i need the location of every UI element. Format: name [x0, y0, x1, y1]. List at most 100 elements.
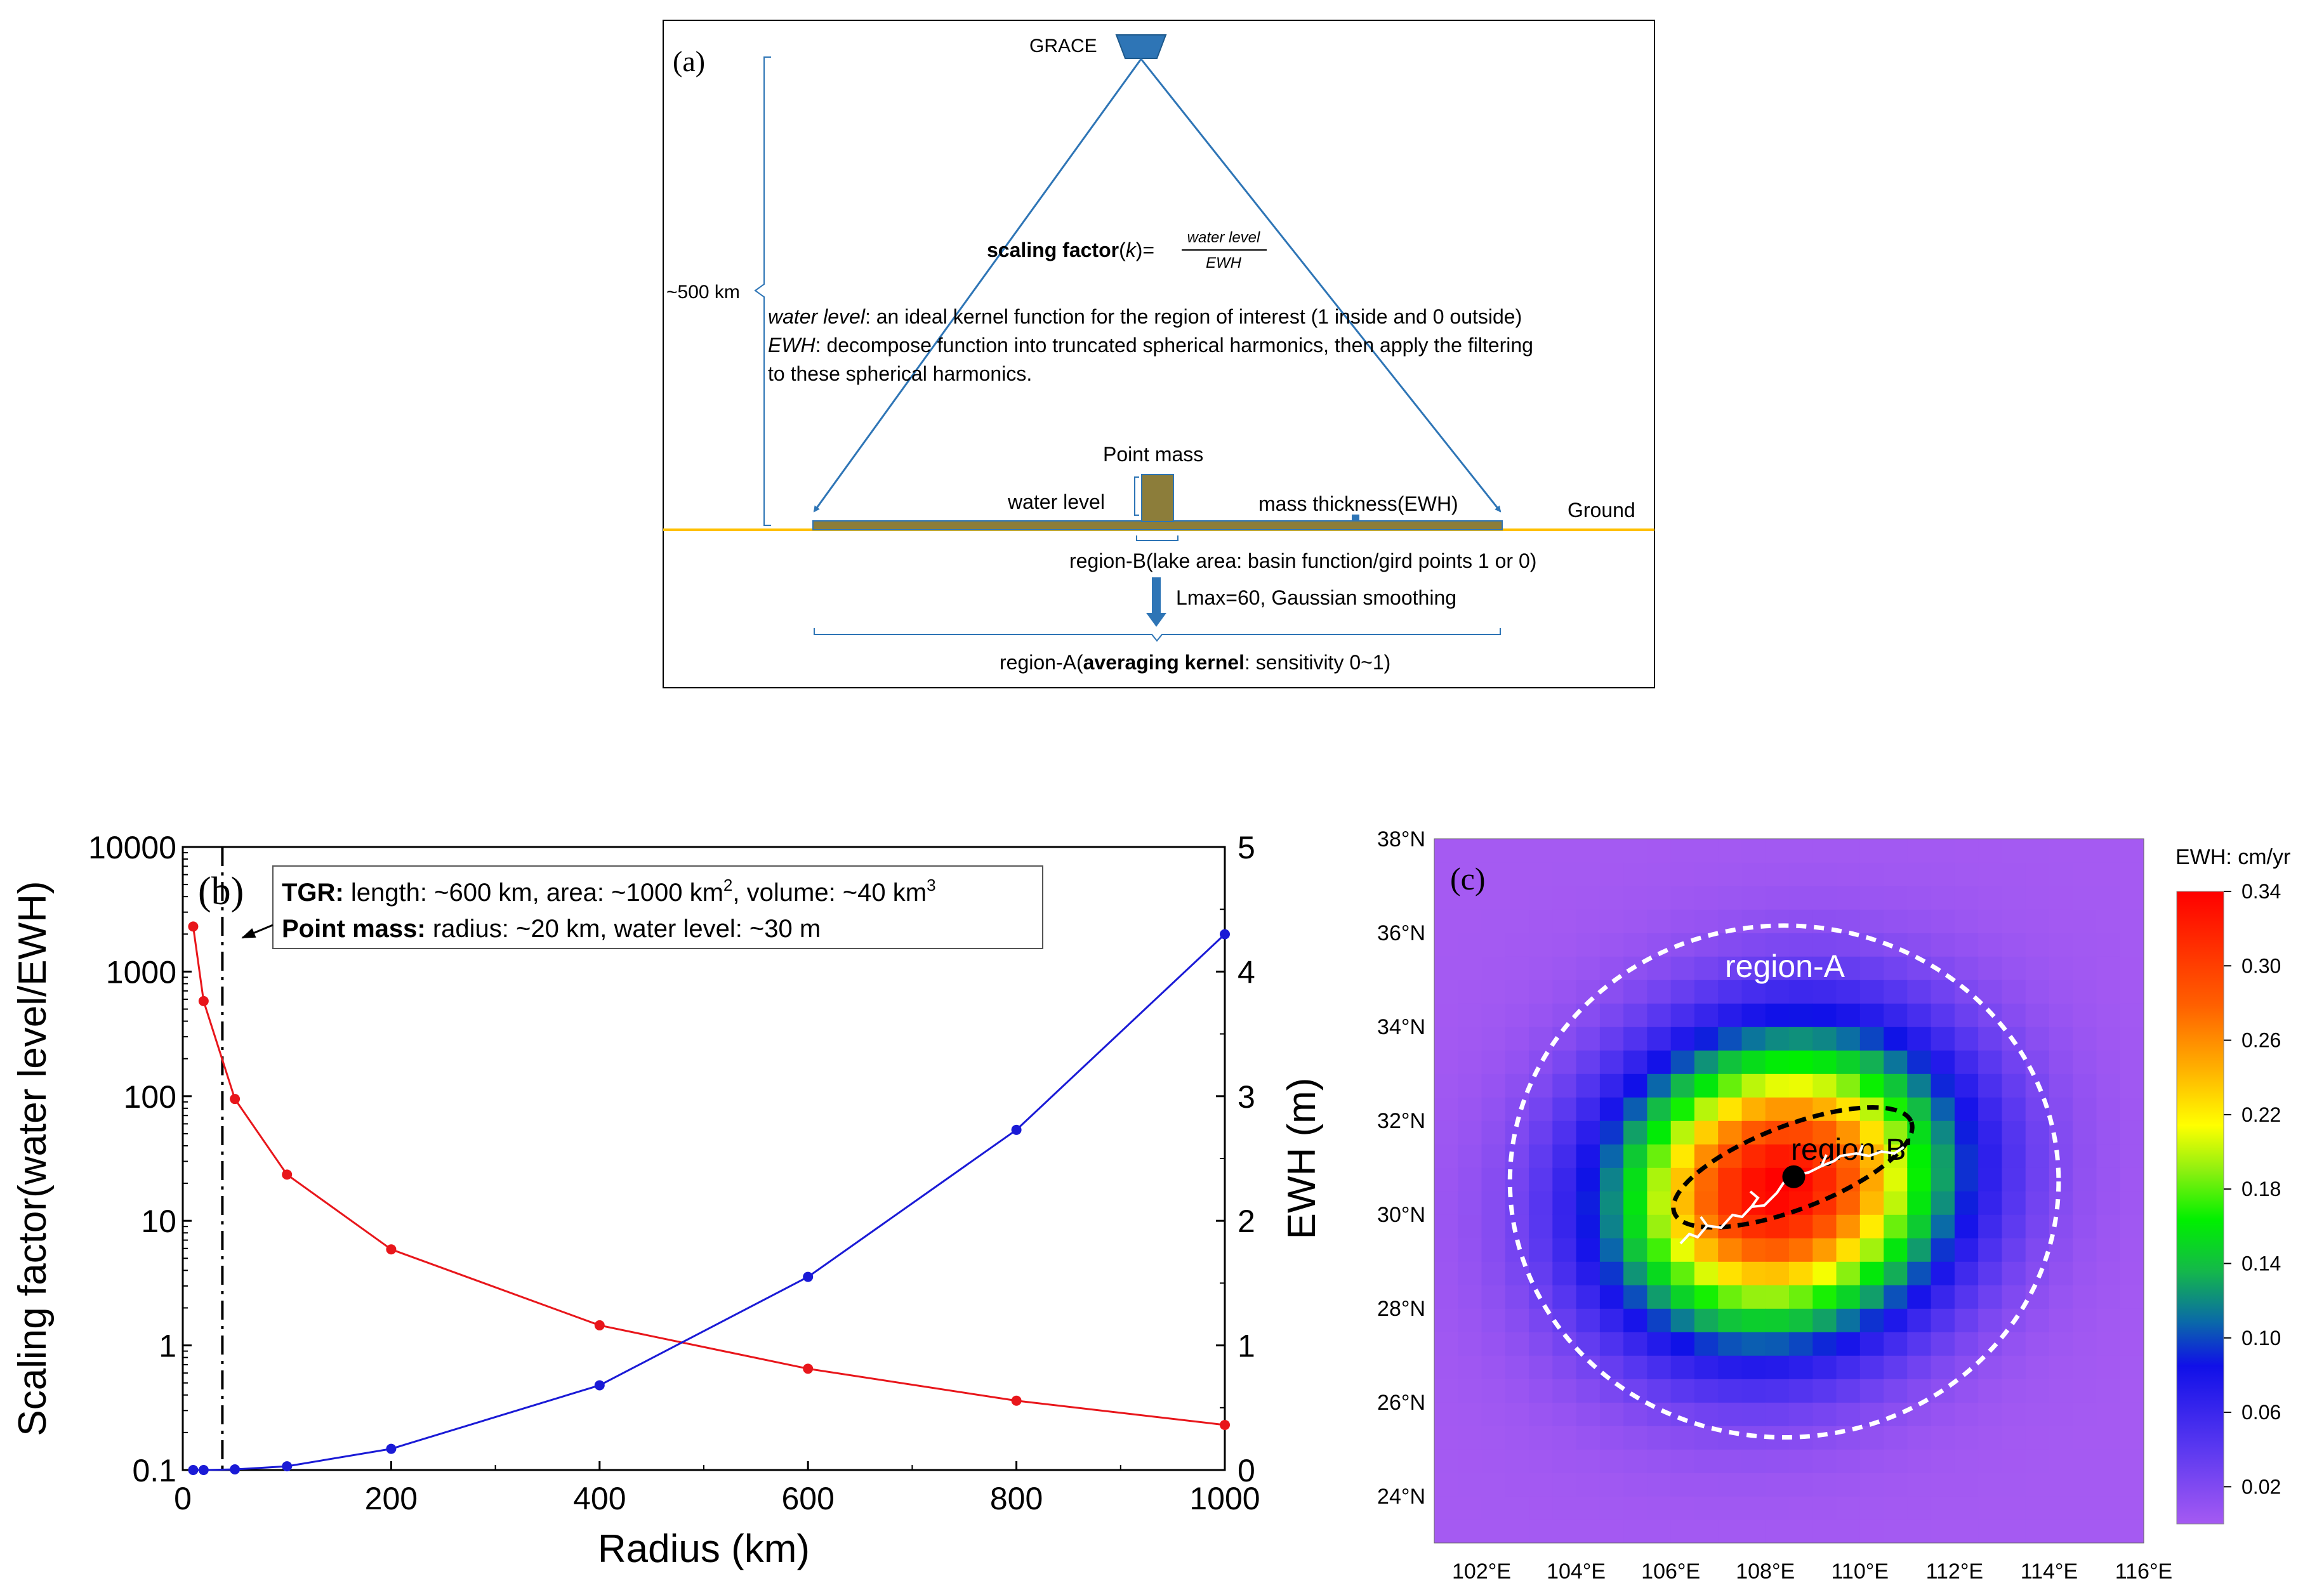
heatmap-cell	[1907, 839, 1932, 863]
heatmap-cell	[1623, 909, 1648, 933]
heatmap-cell	[1552, 1261, 1577, 1285]
heatmap-cell	[1505, 1073, 1529, 1098]
heatmap-cell	[1741, 1238, 1766, 1262]
heatmap-cell	[1931, 980, 1955, 1004]
heatmap-cell	[2096, 933, 2121, 957]
heatmap-cell	[1859, 839, 1884, 863]
heatmap-cell	[1907, 1473, 1932, 1497]
heatmap-cell	[1458, 862, 1482, 886]
heatmap-cell	[1458, 1379, 1482, 1403]
heatmap-cell	[2002, 1191, 2026, 1215]
y2-tick-label: 4	[1238, 954, 1255, 990]
heatmap-cell	[1859, 1003, 1884, 1027]
heatmap-cell	[1884, 1167, 1908, 1191]
heatmap-cell	[1647, 909, 1672, 933]
colorbar-tick-label: 0.26	[2241, 1029, 2281, 1052]
heatmap-cell	[1434, 1144, 1459, 1168]
heatmap-cell	[2096, 1473, 2121, 1497]
heatmap-cell	[1765, 1285, 1790, 1309]
heatmap-cell	[2120, 1473, 2144, 1497]
heatmap-cell	[1907, 1261, 1932, 1285]
heatmap-cell	[1718, 1520, 1743, 1543]
heatmap-cell	[1859, 886, 1884, 910]
heatmap-cell	[1789, 1214, 1814, 1238]
heatmap-cell	[1481, 1449, 1506, 1473]
heatmap-cell	[2049, 1402, 2073, 1426]
heatmap-cell	[2073, 1191, 2097, 1215]
heatmap-cell	[1434, 862, 1459, 886]
heatmap-cell	[1741, 1003, 1766, 1027]
heatmap-cell	[1670, 1402, 1695, 1426]
heatmap-cell	[1670, 1520, 1695, 1543]
heatmap-cell	[1978, 1496, 2003, 1520]
data-point-scaling-factor	[282, 1169, 293, 1180]
lat-tick-label: 24°N	[1377, 1485, 1425, 1509]
heatmap-cell	[1505, 980, 1529, 1004]
heatmap-cell	[1576, 1449, 1601, 1473]
heatmap-cell	[1718, 1379, 1743, 1403]
heatmap-cell	[2002, 1285, 2026, 1309]
heatmap-cell	[1907, 1379, 1932, 1403]
heatmap-cell	[1623, 1238, 1648, 1262]
heatmap-cell	[1765, 1238, 1790, 1262]
heatmap-cell	[1789, 1496, 1814, 1520]
heatmap-cell	[1623, 1167, 1648, 1191]
colorbar-tick-label: 0.34	[2241, 880, 2281, 903]
heatmap-cell	[1576, 1191, 1601, 1215]
heatmap-cell	[2073, 1449, 2097, 1473]
heatmap-cell	[1599, 1050, 1624, 1074]
heatmap-cell	[1481, 909, 1506, 933]
data-point-scaling-factor	[188, 921, 199, 932]
heatmap-cell	[1552, 1003, 1577, 1027]
heatmap-cell	[1694, 1285, 1719, 1309]
heatmap-cell	[1718, 1332, 1743, 1356]
heatmap-cell	[1741, 1332, 1766, 1356]
heatmap-cell	[1670, 839, 1695, 863]
heatmap-cell	[1954, 1003, 1979, 1027]
heatmap-cell	[1789, 1097, 1814, 1121]
heatmap-cell	[1884, 956, 1908, 980]
heatmap-cell	[1741, 1496, 1766, 1520]
heatmap-cell	[1623, 1520, 1648, 1543]
heatmap-cell	[1552, 1214, 1577, 1238]
heatmap-cell	[2025, 1144, 2050, 1168]
region-b-ellipse	[1671, 1105, 1915, 1230]
heatmap-cell	[1529, 1214, 1554, 1238]
heatmap-cell	[1836, 886, 1861, 910]
heatmap-cell	[2120, 1191, 2144, 1215]
heatmap-cell	[1718, 1449, 1743, 1473]
heatmap-cell	[2025, 862, 2050, 886]
colorbar-tick-label: 0.14	[2241, 1252, 2281, 1275]
heatmap-cell	[1884, 980, 1908, 1004]
heatmap-cell	[2025, 933, 2050, 957]
heatmap-cell	[1434, 933, 1459, 957]
heatmap-cell	[1718, 1167, 1743, 1191]
point-mass-block	[1141, 474, 1174, 522]
heatmap-cell	[1884, 1003, 1908, 1027]
heatmap-cell	[1623, 839, 1648, 863]
heatmap-cell	[1576, 1073, 1601, 1098]
heatmap-cell	[1907, 1097, 1932, 1121]
heatmap-cell	[1859, 1120, 1884, 1145]
formula-denominator: EWH	[1206, 254, 1242, 272]
colorbar-tick-label: 0.10	[2241, 1327, 2281, 1349]
heatmap-cell	[1599, 1027, 1624, 1051]
heatmap-cell	[1789, 839, 1814, 863]
heatmap-cell	[1859, 1191, 1884, 1215]
heatmap-cell	[1978, 1238, 2003, 1262]
heatmap-cell	[1859, 1426, 1884, 1450]
heatmap-cell	[1859, 1496, 1884, 1520]
heatmap-cell	[1505, 933, 1529, 957]
heatmap-cell	[1481, 1050, 1506, 1074]
heatmap-cell	[1789, 1473, 1814, 1497]
heatmap-cell	[1599, 1003, 1624, 1027]
data-point-scaling-factor	[1011, 1395, 1022, 1406]
heatmap-cell	[1552, 1238, 1577, 1262]
heatmap-cell	[1765, 1003, 1790, 1027]
heatmap-cell	[1481, 839, 1506, 863]
heatmap-cell	[2073, 909, 2097, 933]
heatmap-cell	[1694, 1144, 1719, 1168]
heatmap-cell	[1434, 1332, 1459, 1356]
heatmap-cell	[1458, 1426, 1482, 1450]
heatmap-cell	[1741, 1144, 1766, 1168]
